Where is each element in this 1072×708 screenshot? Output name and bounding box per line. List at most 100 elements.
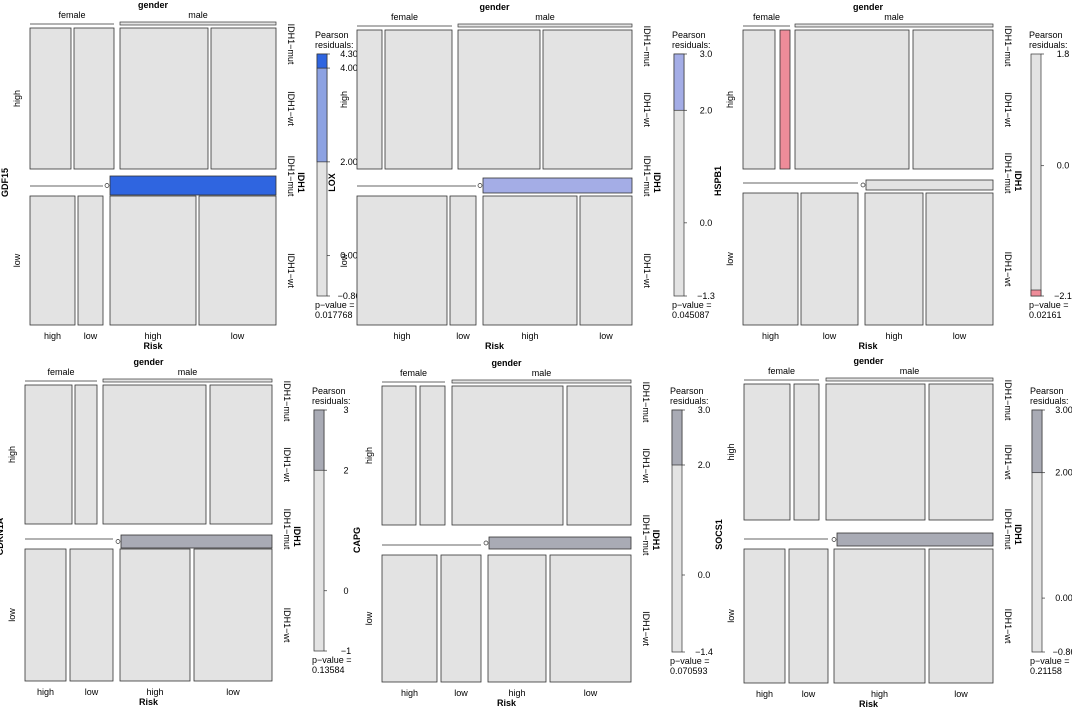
legend-tick-label: 0.0 xyxy=(1057,161,1070,171)
legend-tick-label: 2.00 xyxy=(1055,468,1072,478)
p-value: 0.017768 xyxy=(315,310,353,320)
mosaic-tile xyxy=(449,195,477,326)
mosaic-tile xyxy=(742,29,776,170)
p-value-label: p−value = xyxy=(1030,656,1070,666)
mosaic-tile xyxy=(549,554,632,683)
right-variable-title: IDH1 xyxy=(651,530,661,551)
p-value-label: p−value = xyxy=(312,655,352,665)
zero-cell-marker xyxy=(831,537,837,542)
p-value-label: p−value = xyxy=(672,300,712,310)
mosaic-tile xyxy=(788,548,829,684)
top-level-label: male xyxy=(178,367,198,377)
legend-tick-label: 1.8 xyxy=(1057,49,1070,59)
mosaic-tile xyxy=(102,384,207,525)
mosaic-tile xyxy=(381,554,438,683)
mosaic-tile xyxy=(356,29,383,170)
zero-cell-marker xyxy=(115,539,121,544)
right-level-label: IDH1−wt xyxy=(1003,252,1013,287)
x-variable-title: Risk xyxy=(497,698,517,708)
mosaic-tile xyxy=(29,27,72,170)
y-level-label: high xyxy=(364,447,374,464)
legend-tick-label: −1 xyxy=(341,646,351,656)
mosaic-tile xyxy=(419,385,446,526)
mosaic-tile-idh1-mut xyxy=(482,177,633,194)
legend-tick-label: 3.0 xyxy=(700,49,713,59)
x-level-label: low xyxy=(954,689,968,699)
mosaic-tile-idh1-mut xyxy=(865,179,994,191)
mosaic-tile-thin xyxy=(451,379,632,384)
right-level-label: IDH1−wt xyxy=(641,611,651,646)
legend-title: Pearson residuals: xyxy=(1029,30,1068,50)
legend-title: Pearson residuals: xyxy=(670,386,709,406)
legend-tick-label: 0.0 xyxy=(700,218,713,228)
right-level-label: IDH1−mut xyxy=(282,381,292,422)
p-value: 0.13584 xyxy=(312,665,345,675)
legend-tick-label: 2.00 xyxy=(340,157,358,167)
legend-band xyxy=(316,67,328,163)
legend-title-line: Pearson xyxy=(1029,30,1063,40)
x-variable-title: Risk xyxy=(139,697,159,707)
legend-band xyxy=(673,53,685,111)
x-level-label: low xyxy=(226,687,240,697)
legend-tick-label: 0 xyxy=(343,586,348,596)
mosaic-tile xyxy=(482,195,578,326)
x-level-label: low xyxy=(953,331,967,341)
x-variable-title: Risk xyxy=(485,341,505,351)
legend-band xyxy=(1030,289,1042,297)
x-level-label: high xyxy=(146,687,163,697)
gene-axis-title: HSPB1 xyxy=(713,166,723,196)
p-value: 0.02161 xyxy=(1029,310,1062,320)
x-level-label: high xyxy=(871,689,888,699)
legend-title-line: Pearson xyxy=(315,30,349,40)
x-level-label: high xyxy=(762,331,779,341)
y-level-label: high xyxy=(7,446,17,463)
legend-title-line: residuals: xyxy=(312,396,351,406)
right-level-label: IDH1−wt xyxy=(1003,609,1013,644)
legend-title-line: residuals: xyxy=(672,40,711,50)
mosaic-tile xyxy=(356,195,448,326)
legend-title: Pearson residuals: xyxy=(672,30,711,50)
legend-tick-label: −1.3 xyxy=(697,291,715,301)
mosaic-tile xyxy=(779,29,791,170)
mosaic-tile-idh1-mut xyxy=(836,532,994,547)
right-level-label: IDH1−mut xyxy=(641,382,651,423)
mosaic-tile xyxy=(210,27,277,170)
right-level-label: IDH1−wt xyxy=(642,92,652,127)
top-level-label: male xyxy=(535,12,555,22)
legend-tick-label: 3.00 xyxy=(1055,405,1072,415)
legend-tick-label: −2.1 xyxy=(1054,291,1072,301)
mosaic-tile-thin xyxy=(102,378,273,383)
mosaic-tile-thin xyxy=(119,21,277,26)
mosaic-tile xyxy=(928,383,994,521)
y-level-label: high xyxy=(726,443,736,460)
top-level-label: female xyxy=(753,12,780,22)
mosaic-tile xyxy=(69,548,114,682)
legend-tick-label: −0.86 xyxy=(338,291,361,301)
mosaic-tile xyxy=(451,385,564,526)
x-level-label: high xyxy=(44,331,61,341)
mosaic-tile-idh1-mut xyxy=(488,536,632,550)
top-variable-title: gender xyxy=(133,357,164,367)
x-level-label: high xyxy=(401,688,418,698)
legend-tick-label: 2.0 xyxy=(700,105,713,115)
gene-axis-title: SOCS1 xyxy=(714,519,724,550)
x-level-label: low xyxy=(802,689,816,699)
x-level-label: high xyxy=(393,331,410,341)
mosaic-tile xyxy=(800,192,859,326)
mosaic-tile xyxy=(193,548,273,682)
right-level-label: IDH1−mut xyxy=(642,26,652,67)
right-level-label: IDH1−mut xyxy=(1003,153,1013,194)
y-level-label: high xyxy=(12,90,22,107)
legend-tick-label: −1.4 xyxy=(695,647,713,657)
legend-tick-label: −0.86 xyxy=(1053,647,1072,657)
gene-axis-title: CDKN1A xyxy=(0,517,5,555)
right-level-label: IDH1−wt xyxy=(282,608,292,643)
mosaic-tile xyxy=(864,192,924,326)
legend-title-line: residuals: xyxy=(1029,40,1068,50)
x-level-label: low xyxy=(456,331,470,341)
mosaic-tile-thin xyxy=(825,377,994,382)
x-variable-title: Risk xyxy=(143,341,163,351)
